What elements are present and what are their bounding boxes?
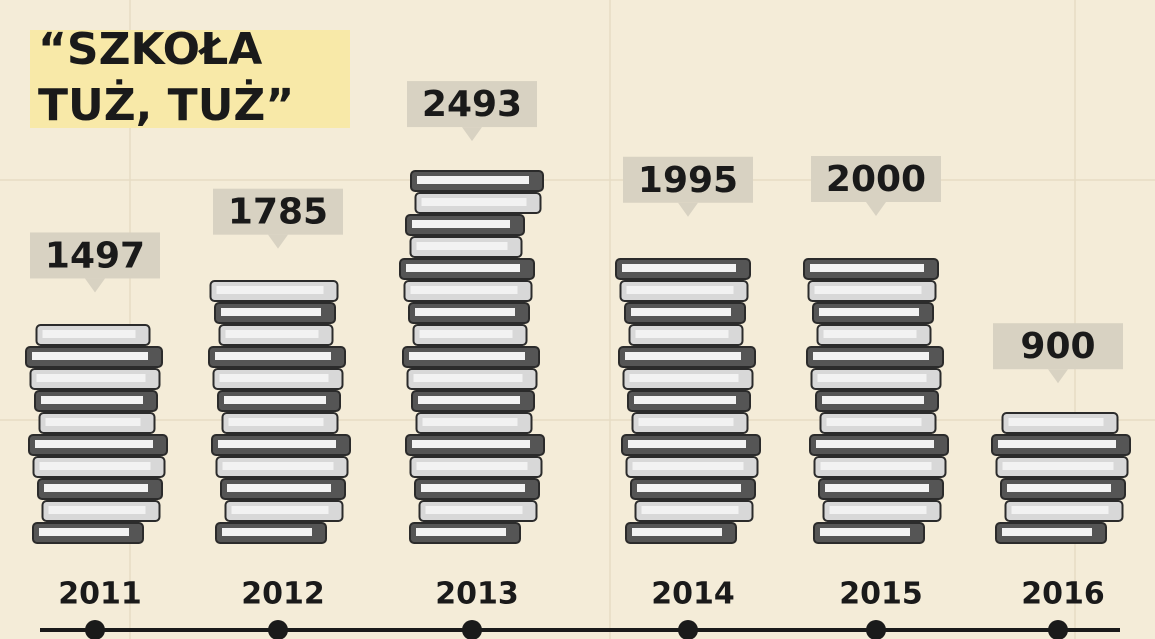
- book-pages: [229, 418, 324, 426]
- book-pages: [39, 528, 129, 536]
- book-stack: [616, 259, 760, 543]
- book-pages: [825, 484, 929, 492]
- chart: “SZKOŁA TUŻ, TUŻ” 1497 2011 1785 2012 2493 20…: [0, 0, 1155, 639]
- value-label: 1497: [45, 235, 145, 276]
- book-pages: [813, 352, 929, 360]
- book-pages: [1002, 528, 1092, 536]
- x-tick-label: 2014: [651, 577, 735, 612]
- book-pages: [1003, 462, 1114, 470]
- book-pages: [627, 286, 734, 294]
- book-pages: [417, 242, 508, 250]
- book-pages: [32, 352, 148, 360]
- page: “SZKOŁA TUŻ, TUŻ” 1497 2011 1785 2012 2493 20…: [0, 0, 1155, 639]
- book-stack: [26, 325, 167, 543]
- x-tick-label: 2016: [1021, 577, 1105, 612]
- book-pages: [43, 330, 136, 338]
- book-pages: [631, 308, 731, 316]
- book-pages: [815, 286, 922, 294]
- x-tick-label: 2015: [839, 577, 923, 612]
- book-pages: [634, 396, 736, 404]
- value-label: 1785: [228, 192, 328, 233]
- book-pages: [44, 484, 148, 492]
- book-pages: [232, 506, 329, 514]
- book-pages: [421, 484, 525, 492]
- book-pages: [1007, 484, 1111, 492]
- book-pages: [998, 440, 1116, 448]
- book-pages: [40, 462, 151, 470]
- book-pages: [412, 440, 530, 448]
- book-pages: [426, 506, 523, 514]
- book-pages: [49, 506, 146, 514]
- book-pages: [406, 264, 520, 272]
- book-pages: [46, 418, 141, 426]
- book-pages: [824, 330, 917, 338]
- book-pages: [217, 286, 324, 294]
- book-pages: [37, 374, 146, 382]
- book-pages: [414, 374, 523, 382]
- book-pages: [215, 352, 331, 360]
- value-label: 1995: [638, 160, 738, 201]
- book-pages: [415, 308, 515, 316]
- book-pages: [810, 264, 924, 272]
- book-pages: [821, 462, 932, 470]
- book-pages: [411, 286, 518, 294]
- book-pages: [422, 198, 527, 206]
- chart-title: “SZKOŁA TUŻ, TUŻ”: [38, 22, 328, 134]
- book-stack: [209, 281, 350, 543]
- x-tick-label: 2012: [241, 577, 325, 612]
- book-stack: [804, 259, 948, 543]
- book-pages: [416, 528, 506, 536]
- book-pages: [820, 528, 910, 536]
- book-pages: [636, 330, 729, 338]
- book-pages: [642, 506, 739, 514]
- book-pages: [637, 484, 741, 492]
- book-pages: [409, 352, 525, 360]
- book-pages: [628, 440, 746, 448]
- book-pages: [630, 374, 739, 382]
- value-label: 2493: [422, 84, 522, 125]
- book-pages: [830, 506, 927, 514]
- book-pages: [1012, 506, 1109, 514]
- book-pages: [816, 440, 934, 448]
- book-pages: [632, 528, 722, 536]
- book-pages: [420, 330, 513, 338]
- book-pages: [633, 462, 744, 470]
- book-pages: [418, 396, 520, 404]
- book-pages: [639, 418, 734, 426]
- book-pages: [227, 484, 331, 492]
- book-pages: [35, 440, 153, 448]
- x-tick-label: 2013: [435, 577, 519, 612]
- book-pages: [41, 396, 143, 404]
- book-pages: [417, 176, 529, 184]
- book-pages: [423, 418, 518, 426]
- book-pages: [218, 440, 336, 448]
- book-pages: [1009, 418, 1104, 426]
- book-pages: [622, 264, 736, 272]
- book-pages: [417, 462, 528, 470]
- value-label: 900: [1020, 326, 1095, 367]
- book-pages: [220, 374, 329, 382]
- book-pages: [822, 396, 924, 404]
- book-pages: [827, 418, 922, 426]
- title-box: “SZKOŁA TUŻ, TUŻ”: [38, 22, 328, 152]
- x-tick-label: 2011: [58, 577, 142, 612]
- book-pages: [223, 462, 334, 470]
- value-label: 2000: [826, 159, 926, 200]
- book-pages: [222, 528, 312, 536]
- book-pages: [224, 396, 326, 404]
- book-pages: [625, 352, 741, 360]
- book-pages: [221, 308, 321, 316]
- book-pages: [412, 220, 510, 228]
- book-pages: [819, 308, 919, 316]
- book-pages: [818, 374, 927, 382]
- book-stack: [400, 171, 544, 543]
- book-pages: [226, 330, 319, 338]
